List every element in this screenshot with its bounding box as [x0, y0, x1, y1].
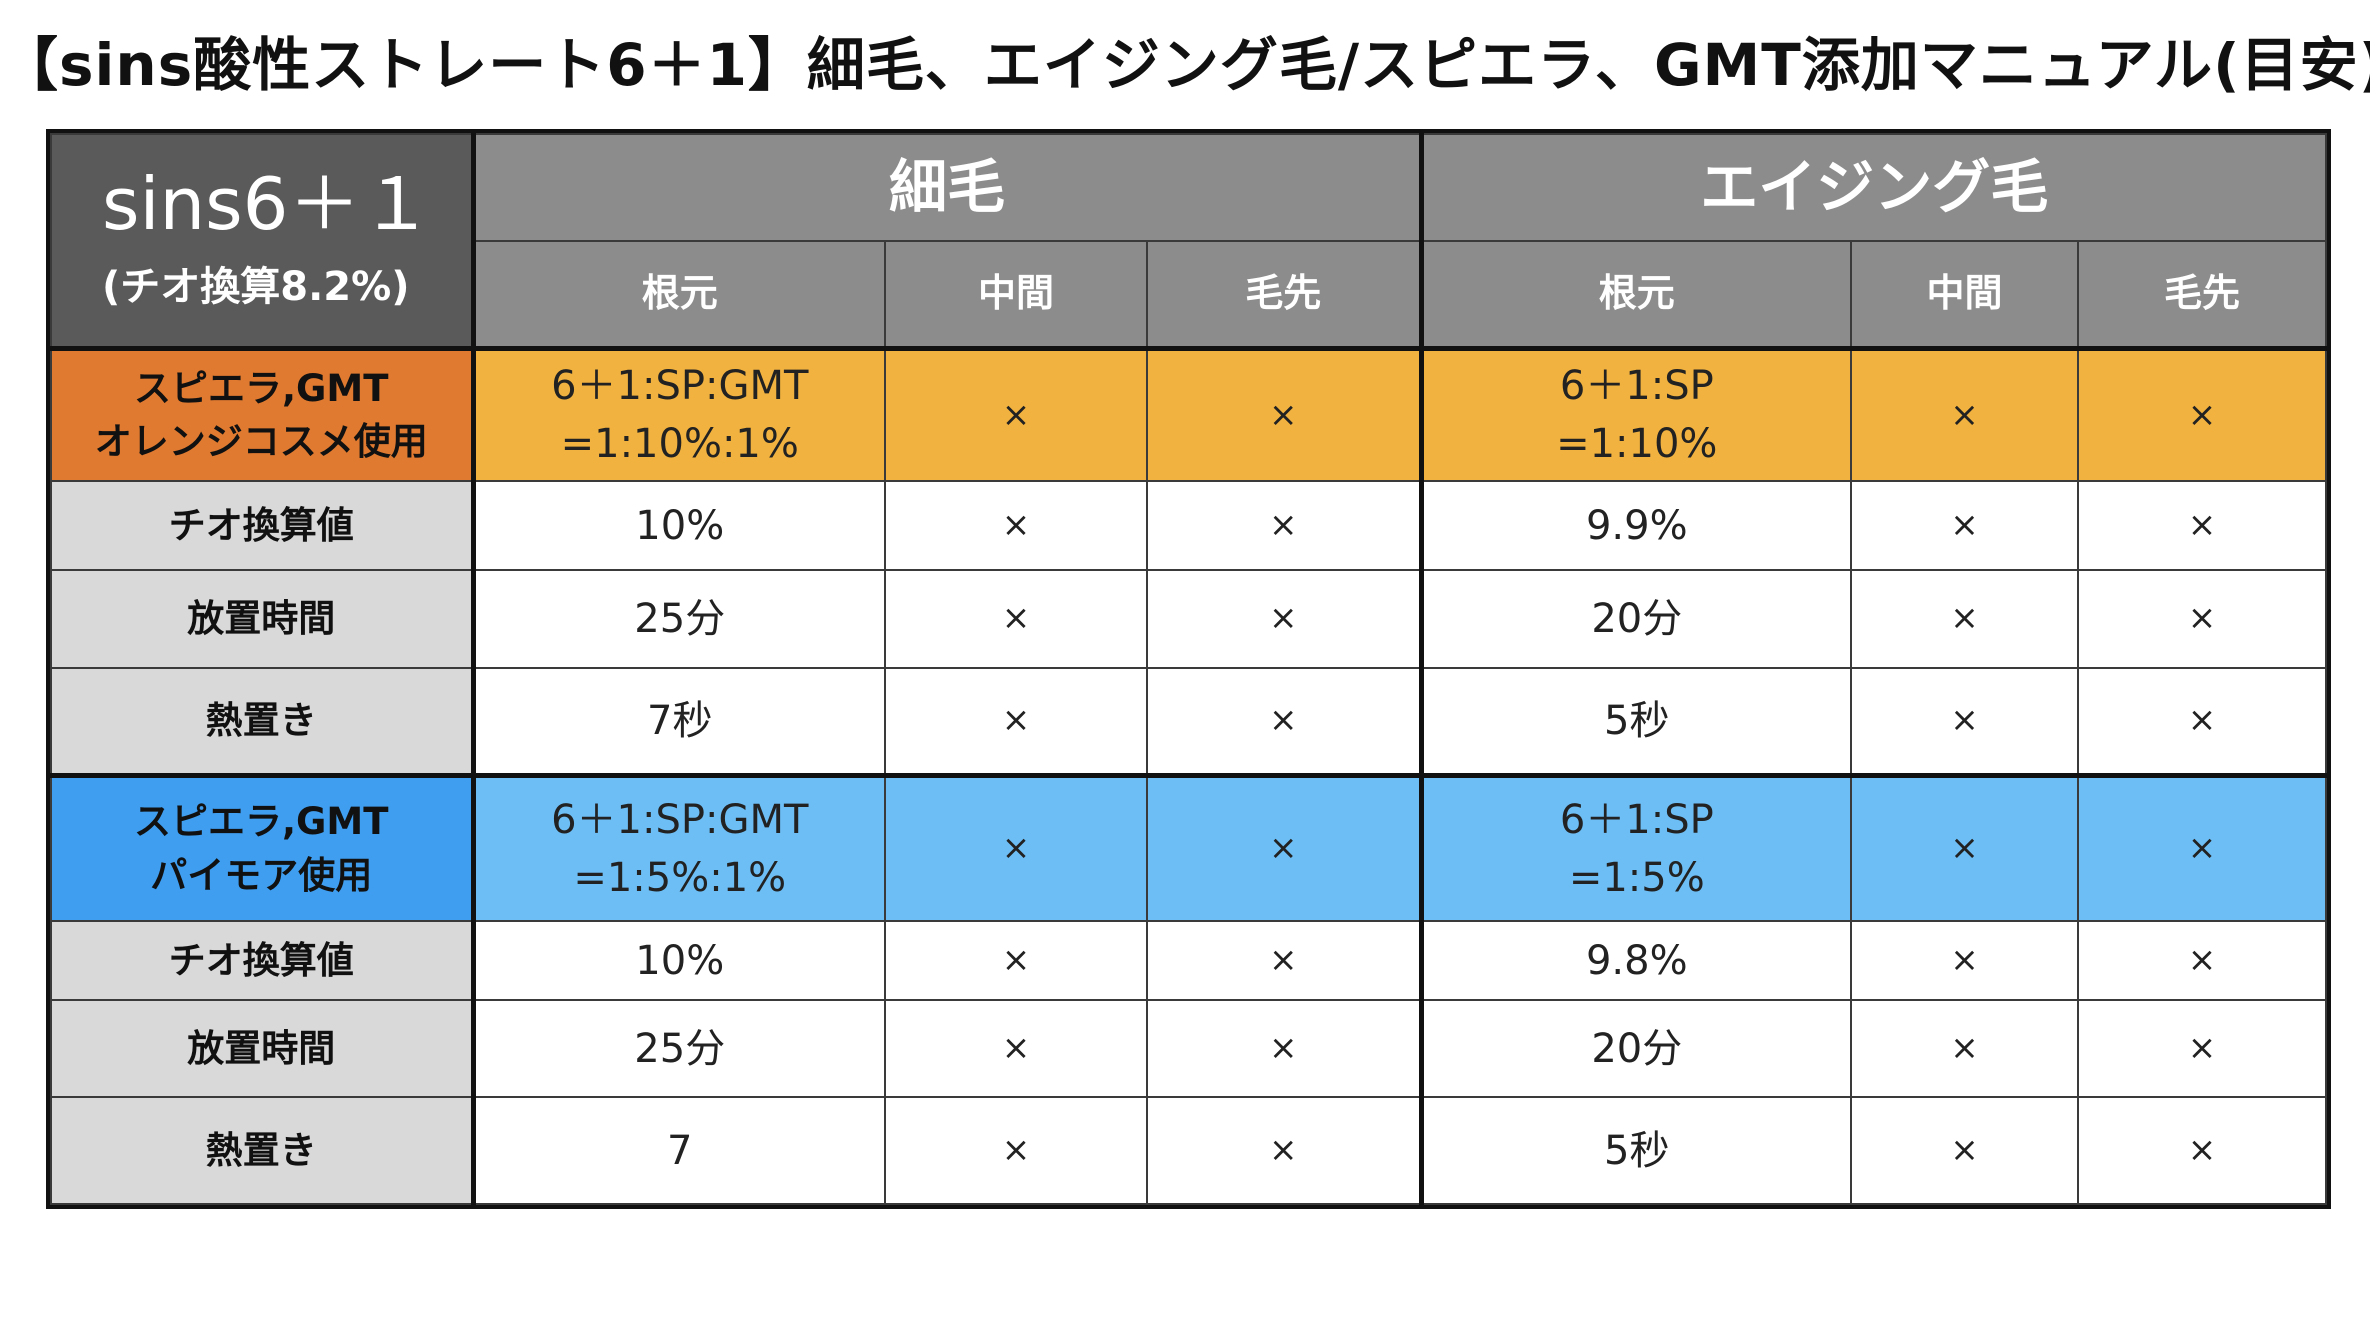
- recipe-line: 6＋1:SP:GMT: [551, 363, 809, 410]
- table-row: チオ換算値 10% × × 9.8% × ×: [50, 920, 2328, 1001]
- table-cell: ×: [1145, 480, 1423, 571]
- table-row: チオ換算値 10% × × 9.9% × ×: [50, 480, 2328, 571]
- table-cell: 9.8%: [1418, 920, 1853, 1001]
- subcol-header: 毛先: [2077, 240, 2328, 349]
- recipe-cell: 6＋1:SP =1:5%: [1418, 772, 1853, 922]
- row-label: チオ換算値: [50, 480, 476, 571]
- table-cell: ×: [2077, 569, 2328, 669]
- table-cell: ×: [884, 569, 1148, 669]
- group-header-hosoge: 細毛: [471, 133, 1423, 242]
- recipe-cell: ×: [1850, 772, 2080, 922]
- header-group-row: sins6＋１ (チオ換算8.2%) 細毛 エイジング毛: [50, 133, 2328, 349]
- header-subcol-row: 根元 中間 毛先 根元 中間 毛先: [51, 240, 2328, 349]
- subcol-header: 根元: [472, 240, 886, 349]
- subcol-header: 中間: [1850, 240, 2080, 349]
- table-row: 放置時間 25分 × × 20分 × ×: [50, 569, 2328, 669]
- recipe-cell: ×: [2077, 345, 2328, 482]
- table-cell: ×: [1145, 667, 1423, 776]
- row-label: チオ換算値: [50, 920, 476, 1001]
- table-cell: ×: [1850, 999, 2080, 1098]
- recipe-cell: ×: [1850, 345, 2080, 482]
- table-cell: 10%: [472, 920, 886, 1001]
- recipe-cell: ×: [1145, 772, 1423, 922]
- group-header-aging: エイジング毛: [1418, 133, 2328, 242]
- section-label-orange: スピエラ,GMT オレンジコスメ使用: [50, 345, 476, 482]
- recipe-line: =1:10%:1%: [560, 421, 799, 468]
- section-label-line: パイモア使用: [150, 853, 373, 897]
- table-cell: 9.9%: [1418, 480, 1853, 571]
- table-cell: ×: [1145, 920, 1423, 1001]
- table-cell: ×: [2077, 667, 2328, 776]
- table-cell: ×: [2077, 920, 2328, 1001]
- recipe-cell: ×: [884, 772, 1148, 922]
- table-cell: ×: [1850, 920, 2080, 1001]
- recipe-cell: ×: [884, 345, 1148, 482]
- table-cell: ×: [1850, 480, 2080, 571]
- table-cell: ×: [2077, 480, 2328, 571]
- section-label-line: スピエラ,GMT: [134, 800, 389, 844]
- row-label: 放置時間: [50, 569, 476, 669]
- recipe-line: =1:5%: [1568, 854, 1705, 901]
- table-cell: ×: [884, 1096, 1148, 1205]
- table-cell: ×: [2077, 1096, 2328, 1205]
- recipe-cell: 6＋1:SP:GMT =1:10%:1%: [472, 345, 886, 482]
- table-cell: 5秒: [1418, 1096, 1853, 1205]
- recipe-line: 6＋1:SP: [1559, 796, 1714, 843]
- table-cell: 25分: [472, 999, 886, 1098]
- table-cell: 20分: [1418, 999, 1853, 1098]
- recipe-cell: 6＋1:SP =1:10%: [1418, 345, 1853, 482]
- table-cell: ×: [2077, 999, 2328, 1098]
- row-label: 放置時間: [50, 999, 476, 1098]
- subcol-header: 根元: [1418, 240, 1853, 349]
- table-cell: ×: [884, 999, 1148, 1098]
- subcol-header: 中間: [884, 240, 1148, 349]
- table-cell: ×: [1850, 1096, 2080, 1205]
- recipe-line: =1:5%:1%: [573, 854, 787, 901]
- section-label-line: スピエラ,GMT: [134, 366, 389, 410]
- section-label-line: オレンジコスメ使用: [94, 420, 428, 464]
- table-cell: ×: [1145, 569, 1423, 669]
- page-title: 【sins酸性ストレート6＋1】細毛、エイジング毛/スピエラ、GMT添加マニュア…: [0, 31, 2370, 99]
- table-corner-cell: sins6＋１ (チオ換算8.2%): [50, 133, 476, 349]
- corner-title: sins6＋１: [102, 161, 433, 246]
- table-cell: 7秒: [472, 667, 886, 776]
- table-row: 放置時間 25分 × × 20分 × ×: [50, 999, 2328, 1098]
- manual-table: sins6＋１ (チオ換算8.2%) 細毛 エイジング毛 根元 中間 毛先 根元…: [45, 129, 2332, 1209]
- table-cell: ×: [1145, 1096, 1423, 1205]
- table-cell: ×: [1850, 667, 2080, 776]
- row-label: 熱置き: [50, 667, 476, 776]
- table-cell: ×: [1145, 999, 1423, 1098]
- table-cell: ×: [884, 920, 1148, 1001]
- table-cell: 20分: [1418, 569, 1853, 669]
- table-cell: 10%: [472, 480, 886, 571]
- table-cell: ×: [884, 667, 1148, 776]
- section-label-blue: スピエラ,GMT パイモア使用: [50, 772, 476, 922]
- table-cell: 5秒: [1418, 667, 1853, 776]
- recipe-cell: ×: [1145, 345, 1423, 482]
- row-label: 熱置き: [50, 1096, 476, 1205]
- table-cell: 25分: [472, 569, 886, 669]
- table-row: 熱置き 7 × × 5秒 × ×: [50, 1096, 2328, 1205]
- subcol-header: 毛先: [1145, 240, 1423, 349]
- recipe-line: 6＋1:SP:GMT: [551, 796, 809, 843]
- recipe-line: =1:10%: [1556, 421, 1718, 468]
- table-cell: ×: [884, 480, 1148, 571]
- recipe-row-orange: スピエラ,GMT オレンジコスメ使用 6＋1:SP:GMT =1:10%:1% …: [50, 345, 2328, 482]
- corner-subtitle: (チオ換算8.2%): [102, 263, 410, 310]
- table-row: 熱置き 7秒 × × 5秒 × ×: [50, 667, 2328, 776]
- table-cell: ×: [1850, 569, 2080, 669]
- recipe-cell: 6＋1:SP:GMT =1:5%:1%: [472, 772, 886, 922]
- recipe-row-blue: スピエラ,GMT パイモア使用 6＋1:SP:GMT =1:5%:1% × × …: [50, 772, 2328, 922]
- recipe-cell: ×: [2077, 772, 2328, 922]
- recipe-line: 6＋1:SP: [1559, 363, 1714, 410]
- table-cell: 7: [472, 1096, 886, 1205]
